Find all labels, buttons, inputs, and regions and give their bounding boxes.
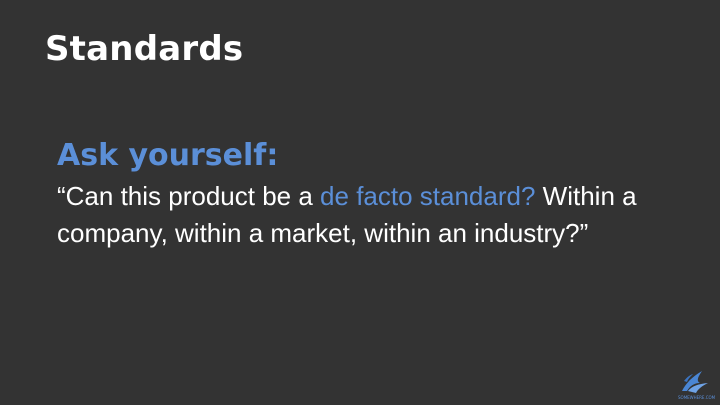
bird-logo-icon	[682, 371, 708, 393]
slide-title: Standards	[45, 29, 244, 69]
quote-text-end: Within a company, within a market, withi…	[57, 181, 637, 248]
quote-text-start: “Can this product be a	[57, 181, 321, 211]
brand-logo: SOMEWHERE.COM	[678, 367, 716, 400]
subheading: Ask yourself:	[57, 138, 279, 173]
quote-text: “Can this product be a de facto standard…	[57, 178, 697, 252]
quote-highlight: de facto standard?	[320, 181, 536, 211]
logo-text: SOMEWHERE.COM	[678, 395, 716, 400]
